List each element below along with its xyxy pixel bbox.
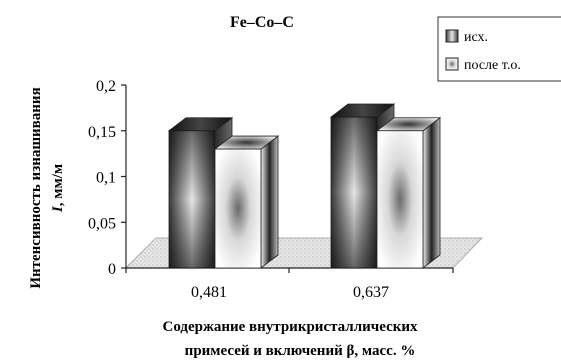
x-axis-label-line1: Содержание внутрикристаллических <box>162 319 418 335</box>
legend-swatch-series-1 <box>445 29 459 43</box>
svg-text:I, мм/м: I, мм/м <box>50 164 66 213</box>
y-tick-label: 0,1 <box>96 170 116 187</box>
y-tick-label: 0,15 <box>88 124 116 141</box>
chart-title: Fe–Co–C <box>230 14 294 31</box>
y-tick-label: 0 <box>108 261 116 278</box>
x-tick-label: 0,481 <box>191 284 227 301</box>
bar-side <box>422 116 441 269</box>
y-axis-label-line1: Интенсивность изнашивания <box>28 87 44 288</box>
legend-swatch-series-2 <box>445 57 459 71</box>
y-tick-label: 0,05 <box>88 215 116 232</box>
y-axis-label-variable: I <box>50 205 66 213</box>
bar-front <box>376 130 424 269</box>
x-axis-label-line2: примесей и включений β, масс. % <box>185 343 416 359</box>
bar-front <box>214 148 262 269</box>
bar-side <box>260 135 279 269</box>
y-axis-label-unit: , мм/м <box>50 164 66 206</box>
x-tick-label: 0,637 <box>353 284 389 301</box>
y-tick-label: 0,2 <box>96 78 116 95</box>
y-axis-label: Интенсивность изнашивания I, мм/м <box>28 87 66 288</box>
legend: исх. после т.о. <box>437 16 561 82</box>
legend-label-series-2: после т.о. <box>464 58 521 73</box>
bar <box>375 116 442 269</box>
bar-front-shade <box>331 117 377 269</box>
legend-label-series-1: исх. <box>464 30 488 45</box>
bar-front-shade <box>169 130 215 268</box>
bar <box>213 135 280 269</box>
